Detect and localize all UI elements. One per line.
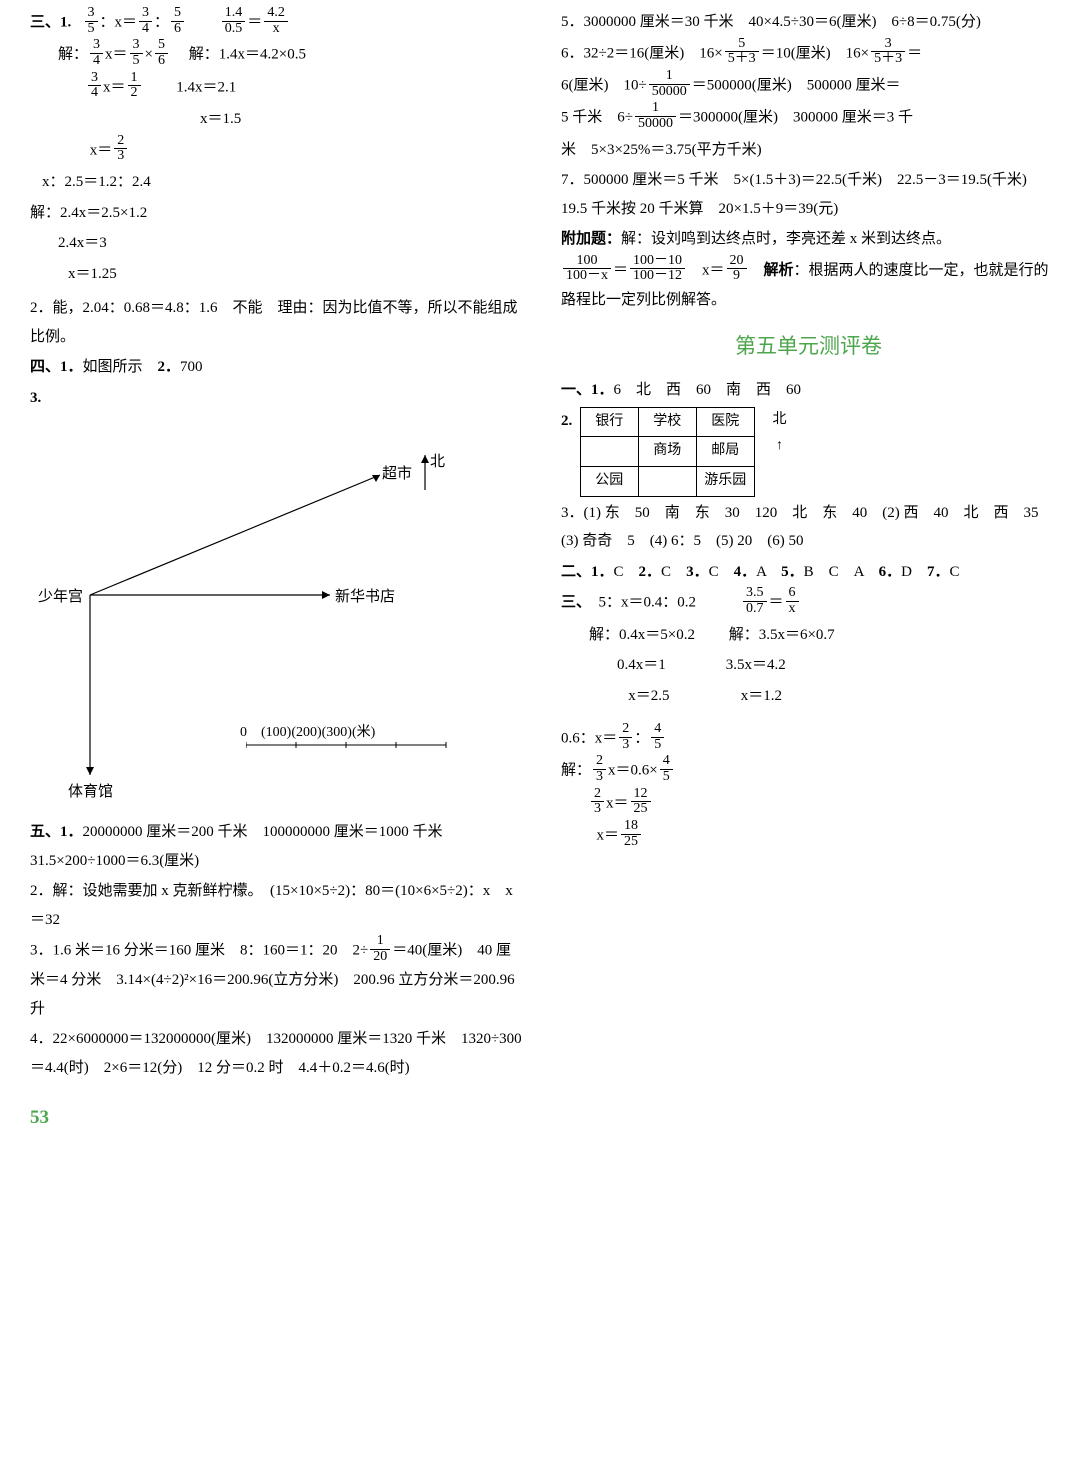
f: 12 bbox=[128, 71, 141, 101]
direction-diagram: 超市 北 少年宫 新华书店 体育馆 0 (100)(200)(300)(米) bbox=[30, 420, 525, 810]
f: 56 bbox=[171, 6, 184, 36]
f: 34 bbox=[90, 38, 103, 68]
s3: 三、 5：x＝0.4：0.2 3.50.7＝6x bbox=[561, 588, 1056, 618]
s1-3: 3．(1) 东 50 南 东 30 120 北 东 40 (2) 西 40 北 … bbox=[561, 499, 1056, 556]
q2: 2．能，2.04：0.68＝4.8：1.6 不能 理由：因为比值不等，所以不能组… bbox=[30, 294, 525, 351]
t: 解：2.4x＝2.5×1.2 bbox=[30, 199, 525, 228]
unit5-title: 第五单元测评卷 bbox=[561, 327, 1056, 367]
lbl: 新华书店 bbox=[335, 583, 395, 612]
r5: 5．3000000 厘米＝30 千米 40×4.5÷30＝6(厘米) 6÷8＝0… bbox=[561, 8, 1056, 37]
fj2: 100100－x＝100－10100－12 x＝209 解析：根据两人的速度比一… bbox=[561, 256, 1056, 315]
page-number: 53 bbox=[30, 1100, 1056, 1136]
sec-3-1: 三、1. bbox=[30, 15, 71, 31]
map-grid: 银行学校医院 商场邮局 公园游乐园 bbox=[580, 407, 755, 497]
q4: 四、1．如图所示 2．700 bbox=[30, 353, 525, 382]
f: 1.40.5 bbox=[222, 6, 246, 36]
f: 56 bbox=[155, 38, 168, 68]
lbl: 少年宫 bbox=[38, 583, 83, 612]
f: 35 bbox=[85, 6, 98, 36]
t: 解： bbox=[58, 47, 88, 63]
t: 0.4x＝1 3.5x＝4.2 bbox=[561, 651, 1056, 680]
q5-2: 2．解：设她需要加 x 克新鲜柠檬。 (15×10×5÷2)：80＝(10×6×… bbox=[30, 877, 525, 934]
t: 解：0.4x＝5×0.2 解：3.5x＝6×0.7 bbox=[561, 621, 1056, 650]
f: 35 bbox=[130, 38, 143, 68]
s1-2: 2. 银行学校医院 商场邮局 公园游乐园 北↑ bbox=[561, 407, 1056, 497]
t: 解：1.4x＝4.2×0.5 bbox=[189, 47, 306, 63]
t: 23x＝1225 bbox=[561, 789, 1056, 819]
north-icon: 北↑ bbox=[773, 407, 787, 460]
r7: 7．500000 厘米＝5 千米 5×(1.5＋3)＝22.5(千米) 22.5… bbox=[561, 166, 1056, 223]
lbl: 北 bbox=[430, 448, 445, 477]
r6b: 6(厘米) 10÷150000＝500000(厘米) 500000 厘米＝ bbox=[561, 71, 1056, 101]
t: x＝1825 bbox=[561, 821, 1056, 851]
t: 2.4x＝3 bbox=[30, 229, 525, 258]
q5-1: 五、1．20000000 厘米＝200 千米 100000000 厘米＝1000… bbox=[30, 818, 525, 875]
t: x＝1.5 bbox=[200, 111, 241, 127]
t: 1.4x＝2.1 bbox=[176, 79, 236, 95]
t: 解：23x＝0.6×45 bbox=[561, 756, 1056, 786]
t: x＝2.5 x＝1.2 bbox=[561, 682, 1056, 711]
q5-3: 3．1.6 米＝16 分米＝160 厘米 8：160＝1：20 2÷120＝40… bbox=[30, 936, 525, 1023]
r6d: 米 5×3×25%＝3.75(平方千米) bbox=[561, 136, 1056, 165]
s1-1: 一、1．6 北 西 60 南 西 60 bbox=[561, 376, 1056, 405]
f: 23 bbox=[114, 134, 127, 164]
q5-4: 4．22×6000000＝132000000(厘米) 132000000 厘米＝… bbox=[30, 1025, 525, 1082]
lbl: 超市 bbox=[382, 460, 412, 489]
f: 34 bbox=[88, 71, 101, 101]
f: 34 bbox=[139, 6, 152, 36]
t: x＝1.25 bbox=[30, 260, 525, 289]
f: 4.2x bbox=[264, 6, 288, 36]
lbl: 体育馆 bbox=[68, 778, 113, 807]
r6: 6．32÷2＝16(厘米) 16×55＋3＝10(厘米) 16×35＋3＝ bbox=[561, 39, 1056, 69]
s3e3: 0.6：x＝23：45 bbox=[561, 724, 1056, 754]
r6c: 5 千米 6÷150000＝300000(厘米) 300000 厘米＝3 千 bbox=[561, 103, 1056, 133]
fj: 附加题：解：设刘鸣到达终点时，李亮还差 x 米到达终点。 bbox=[561, 225, 1056, 254]
q3: 3. bbox=[30, 384, 525, 413]
t: x：2.5＝1.2：2.4 bbox=[42, 168, 525, 197]
s2: 二、1．C 2．C 3．C 4．A 5．B C A 6．D 7．C bbox=[561, 558, 1056, 587]
